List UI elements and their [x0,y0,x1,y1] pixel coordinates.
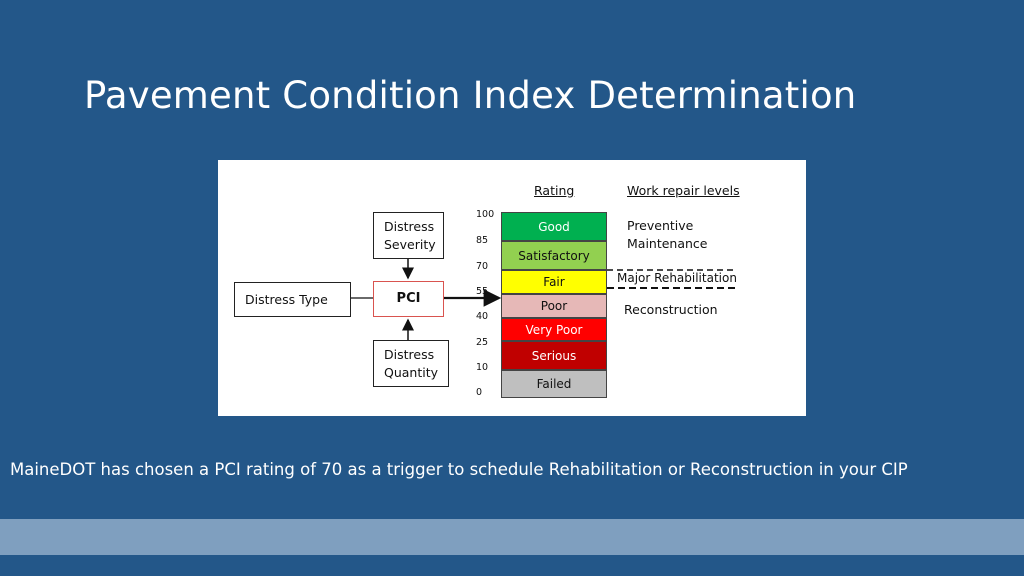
tick-label: 85 [476,235,489,246]
footer-text: MaineDOT has chosen a PCI rating of 70 a… [10,460,908,479]
footer-bar [0,519,1024,555]
pci-box: PCI [373,281,444,317]
distress-quantity-line2: Quantity [384,364,439,380]
work-preventive-maintenance: Preventive Maintenance [627,217,708,253]
band-label: Very Poor [525,322,583,337]
band-label: Good [538,219,570,234]
band-failed: Failed [501,370,607,398]
band-label: Satisfactory [518,248,590,263]
pci-label: PCI [396,291,421,306]
distress-severity-box: Distress Severity [373,212,444,259]
band-serious: Serious [501,341,607,370]
connector-lines [351,259,736,340]
band-very-poor: Very Poor [501,318,607,341]
band-label: Failed [536,377,572,391]
distress-severity-line1: Distress [384,218,435,234]
distress-quantity-line1: Distress [384,346,435,362]
tick-label: 0 [476,387,483,398]
band-label: Fair [543,275,565,289]
band-good: Good [501,212,607,241]
work-major-rehabilitation: Major Rehabilitation [617,271,737,285]
tick-label: 100 [476,209,495,220]
band-fair: Fair [501,270,607,294]
tick-label: 10 [476,362,489,373]
distress-type-label: Distress Type [245,291,328,307]
rating-header: Rating [534,183,575,198]
diagram-panel: Distress Severity Distress Type PCI Dist… [218,160,806,416]
tick-label: 55 [476,286,489,297]
work-reconstruction: Reconstruction [624,302,718,317]
band-poor: Poor [501,294,607,318]
slide-title: Pavement Condition Index Determination [84,74,857,117]
tick-label: 25 [476,337,489,348]
distress-quantity-box: Distress Quantity [373,340,449,387]
tick-label: 70 [476,261,489,272]
distress-type-box: Distress Type [234,282,351,317]
band-satisfactory: Satisfactory [501,241,607,270]
work-preventive-line2: Maintenance [627,236,708,251]
work-preventive-line1: Preventive [627,218,694,233]
band-label: Poor [540,299,568,313]
distress-severity-line2: Severity [384,236,436,252]
work-header: Work repair levels [627,183,740,198]
tick-label: 40 [476,311,489,322]
band-label: Serious [531,348,577,363]
